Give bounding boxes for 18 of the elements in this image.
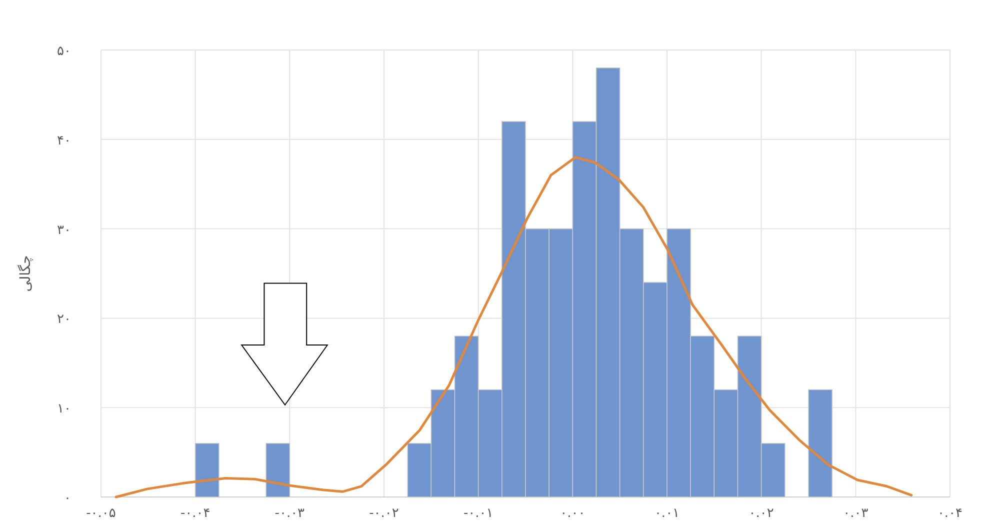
y-tick-label: ۳۰ <box>57 222 71 238</box>
x-tick-label: -۰.۰۳ <box>274 506 305 521</box>
x-tick-label: -۰.۰۴ <box>180 506 210 521</box>
y-tick-label: ۱۰ <box>57 402 71 417</box>
y-tick-label: ۵۰ <box>57 44 71 59</box>
x-tick-label: ۰.۰۴ <box>937 506 963 521</box>
x-tick-label: ۰.۰۲ <box>748 506 774 521</box>
x-tick-label: ۰.۰۳ <box>843 506 868 521</box>
y-tick-label: ۴۰ <box>57 133 71 148</box>
y-axis-title: چگالی <box>17 255 34 292</box>
x-tick-label: -۰.۰۲ <box>369 506 399 521</box>
line-series <box>114 156 913 498</box>
y-tick-label: ۲۰ <box>57 312 71 328</box>
x-tick-label: ۰.۰۰ <box>560 506 586 521</box>
x-tick-label: -۰.۰۵ <box>86 506 116 521</box>
x-tick-label: -۰.۰۱ <box>463 506 494 521</box>
y-tick-label: ۰ <box>64 491 71 506</box>
x-tick-label: ۰.۰۱ <box>654 506 680 521</box>
